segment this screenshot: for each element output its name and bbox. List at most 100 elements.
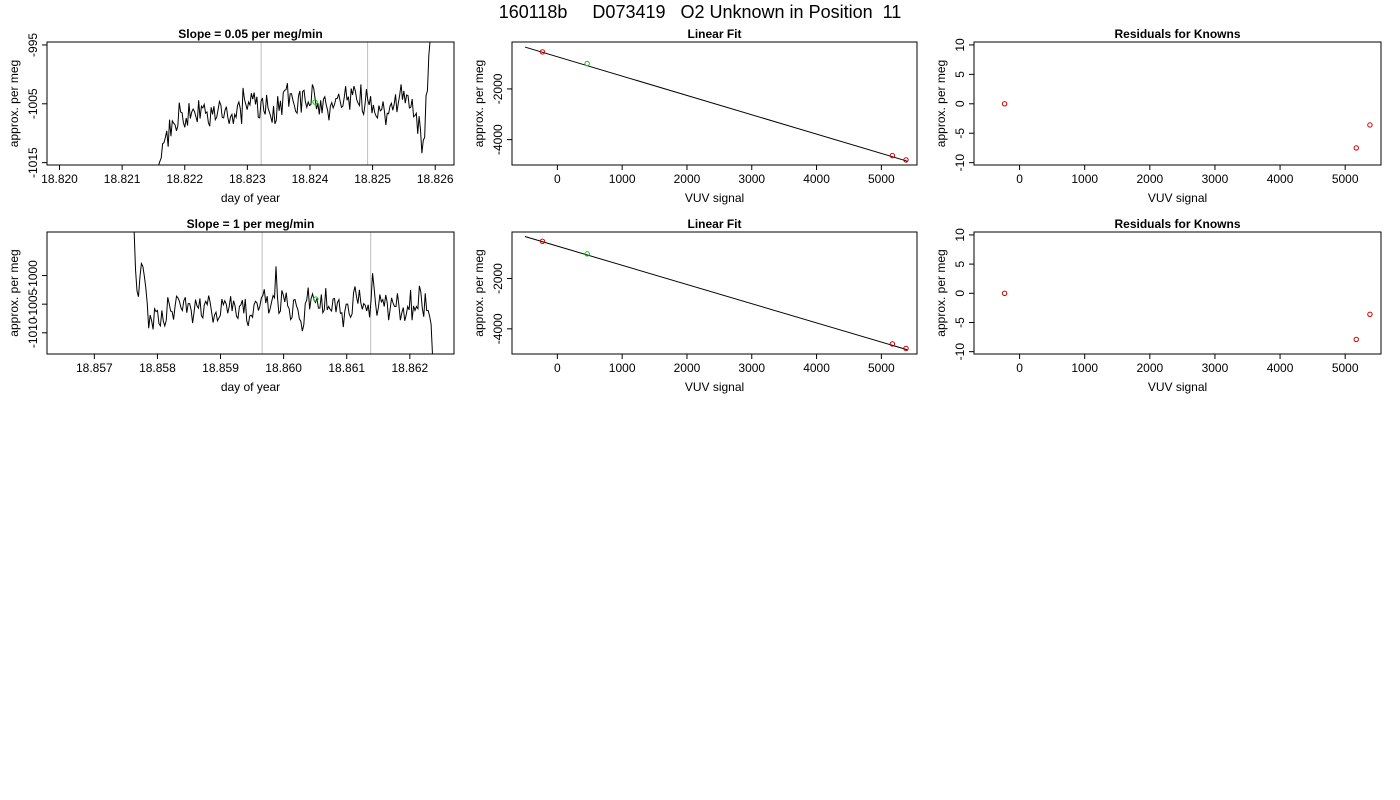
- x-tick-label: 4000: [803, 172, 830, 186]
- y-tick-label: -4000: [491, 313, 505, 344]
- y-tick-label: 0: [953, 290, 967, 297]
- unknown-point: [584, 251, 590, 257]
- plot-frame: [46, 231, 455, 355]
- known-point: [539, 238, 546, 245]
- x-tick-label: 18.857: [76, 361, 113, 375]
- unknown-point: [584, 60, 590, 67]
- plot-area: [133, 232, 433, 354]
- known-point: [1001, 101, 1008, 107]
- fit-line: [524, 46, 908, 162]
- panel-title: Slope = 0.05 per meg/min: [178, 27, 322, 41]
- y-tick-label: -4000: [491, 124, 505, 155]
- x-tick-label: 2000: [674, 172, 701, 186]
- plot-area: [524, 46, 909, 163]
- y-tick-label: -10: [953, 343, 967, 361]
- y-tick-label: 5: [953, 71, 967, 78]
- plot-frame: [973, 231, 1382, 355]
- x-tick-label: 1000: [609, 361, 636, 375]
- known-point: [1353, 145, 1359, 151]
- known-point: [903, 157, 909, 163]
- x-tick-label: 18.824: [292, 172, 329, 186]
- y-tick-label: -995: [26, 33, 40, 57]
- y-axis-label: approx. per meg: [934, 60, 948, 147]
- plot-frame: [973, 41, 1382, 166]
- x-tick-label: 0: [554, 172, 561, 186]
- known-point: [889, 341, 896, 347]
- y-tick-label: -5: [953, 317, 967, 328]
- x-axis-label: day of year: [221, 380, 280, 394]
- panel-1: Slope = 0.05 per meg/min 18.820 18.821 18.8…: [7, 27, 455, 205]
- x-tick-label: 18.826: [417, 172, 454, 186]
- data-series-line: [158, 42, 431, 165]
- plot-area: [1001, 101, 1373, 151]
- known-point: [1367, 122, 1373, 128]
- x-tick-label: 5000: [868, 361, 895, 375]
- x-tick-label: 1000: [1071, 172, 1098, 186]
- plot-area: [158, 42, 431, 165]
- panel-3: Residuals for Knowns 0 1000 2000 3000 4000 500…: [934, 27, 1382, 205]
- x-tick-label: 5000: [1332, 172, 1359, 186]
- data-series-line: [133, 232, 433, 354]
- known-point: [1353, 336, 1359, 343]
- y-tick-label: -1000: [26, 260, 40, 291]
- plot-area: [1001, 290, 1373, 343]
- panel-title: Residuals for Knowns: [1114, 27, 1240, 41]
- x-tick-label: 5000: [868, 172, 895, 186]
- x-tick-label: 4000: [1267, 361, 1294, 375]
- x-tick-label: 3000: [1202, 361, 1229, 375]
- x-tick-label: 4000: [803, 361, 830, 375]
- panel-title: Linear Fit: [687, 217, 741, 231]
- y-axis-label: approx. per meg: [7, 249, 21, 336]
- panel-6: Residuals for Knowns 0 1000 2000 3000 4000 500…: [934, 217, 1382, 394]
- x-tick-label: 18.821: [104, 172, 141, 186]
- x-tick-label: 2000: [1136, 361, 1163, 375]
- panel-4: Slope = 1 per meg/min 18.857 18.858 18.859 1…: [7, 217, 455, 394]
- x-tick-label: 2000: [674, 361, 701, 375]
- x-tick-label: 18.859: [202, 361, 239, 375]
- panel-2: Linear Fit 0 1000 2000 3000 4000 5000 -4000 -200…: [472, 27, 918, 205]
- x-tick-label: 3000: [738, 172, 765, 186]
- y-tick-label: 10: [953, 228, 967, 242]
- y-axis-label: approx. per meg: [472, 249, 486, 336]
- known-point: [1001, 290, 1008, 296]
- y-tick-label: -1005: [26, 88, 40, 119]
- y-tick-label: -1010: [26, 317, 40, 348]
- y-tick-label: -1015: [26, 147, 40, 178]
- x-tick-label: 0: [1016, 361, 1023, 375]
- plot-frame: [511, 231, 918, 355]
- y-axis-label: approx. per meg: [7, 60, 21, 147]
- x-tick-label: 0: [1016, 172, 1023, 186]
- x-tick-label: 18.858: [139, 361, 176, 375]
- x-tick-label: 4000: [1267, 172, 1294, 186]
- x-tick-label: 0: [554, 361, 561, 375]
- x-axis-label: day of year: [221, 191, 280, 205]
- y-tick-label: -5: [953, 128, 967, 139]
- x-tick-label: 2000: [1136, 172, 1163, 186]
- plot-frame: [511, 41, 918, 166]
- known-point: [539, 49, 546, 55]
- panel-title: Linear Fit: [687, 27, 741, 41]
- x-tick-label: 3000: [738, 361, 765, 375]
- known-point: [889, 152, 896, 159]
- x-tick-label: 1000: [609, 172, 636, 186]
- y-tick-label: 5: [953, 260, 967, 267]
- y-axis-label: approx. per meg: [934, 249, 948, 336]
- x-tick-label: 18.823: [229, 172, 266, 186]
- x-axis-label: VUV signal: [1148, 191, 1207, 205]
- known-point: [1367, 311, 1373, 318]
- x-tick-label: 1000: [1071, 361, 1098, 375]
- y-tick-label: 10: [953, 38, 967, 52]
- y-tick-label: -10: [953, 154, 967, 172]
- x-axis-label: VUV signal: [685, 380, 744, 394]
- x-tick-label: 18.825: [354, 172, 391, 186]
- y-axis-label: approx. per meg: [472, 60, 486, 147]
- x-tick-label: 3000: [1202, 172, 1229, 186]
- unknown-marker: [313, 296, 319, 302]
- y-tick-label: -2000: [491, 73, 505, 104]
- unknown-marker: [312, 99, 318, 105]
- fit-line: [524, 236, 908, 351]
- x-tick-label: 18.861: [328, 361, 365, 375]
- x-tick-label: 18.860: [265, 361, 302, 375]
- panel-title: Slope = 1 per meg/min: [187, 217, 315, 231]
